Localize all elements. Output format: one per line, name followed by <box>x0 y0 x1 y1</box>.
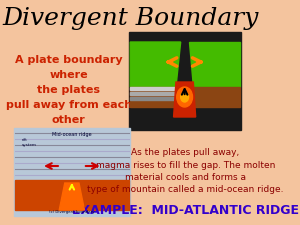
Polygon shape <box>130 87 176 107</box>
Bar <box>14 128 130 216</box>
Text: Divergent Boundary: Divergent Boundary <box>2 7 258 29</box>
Bar <box>15 180 129 210</box>
Text: Mid-ocean ridge: Mid-ocean ridge <box>52 132 92 137</box>
Text: A plate boundary
where
the plates
pull away from each
other: A plate boundary where the plates pull a… <box>6 55 132 125</box>
Polygon shape <box>189 42 240 87</box>
Polygon shape <box>193 87 240 107</box>
Polygon shape <box>174 82 196 117</box>
Text: (c) Divergent boundary: (c) Divergent boundary <box>49 210 94 214</box>
Circle shape <box>177 87 193 107</box>
Polygon shape <box>130 87 176 90</box>
Bar <box>129 32 242 130</box>
Circle shape <box>181 92 189 102</box>
Text: EXAMPLE:  MID-ATLANTIC RIDGE: EXAMPLE: MID-ATLANTIC RIDGE <box>72 203 299 216</box>
Polygon shape <box>130 92 176 95</box>
Polygon shape <box>130 97 176 100</box>
Text: As the plates pull away,
magma rises to fill the gap. The molten
material cools : As the plates pull away, magma rises to … <box>87 148 284 194</box>
Polygon shape <box>130 42 181 87</box>
Polygon shape <box>59 183 85 210</box>
Text: rift
system: rift system <box>21 138 36 147</box>
